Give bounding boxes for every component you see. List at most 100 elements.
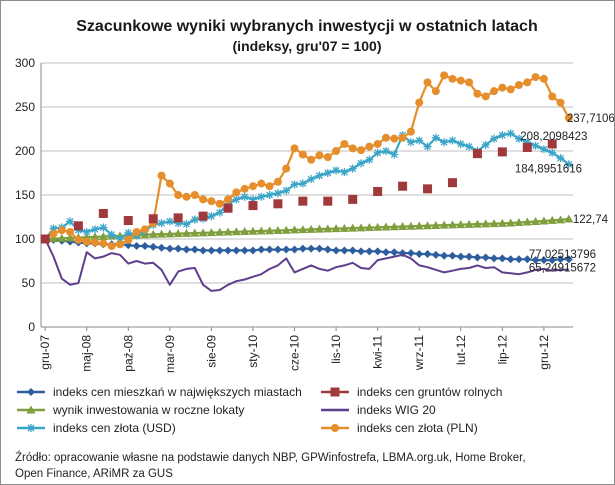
data-point	[49, 224, 58, 233]
data-point	[173, 213, 183, 223]
data-point	[506, 129, 515, 138]
data-point	[273, 177, 282, 186]
data-point	[498, 254, 507, 263]
data-point	[98, 208, 108, 218]
data-point	[406, 127, 415, 136]
data-point	[298, 225, 308, 234]
data-point	[447, 220, 457, 229]
data-point	[298, 179, 307, 188]
y-tick-label: 150	[15, 188, 35, 202]
data-point	[190, 228, 200, 237]
legend-marker	[27, 388, 35, 396]
data-point	[215, 246, 224, 255]
data-point	[265, 226, 275, 235]
legend-label: indeks cen złota (USD)	[53, 421, 176, 435]
legend-marker	[27, 424, 35, 432]
data-point	[174, 219, 183, 228]
data-point	[99, 223, 108, 232]
data-point	[539, 145, 548, 154]
data-point	[48, 234, 58, 243]
data-point	[99, 239, 108, 248]
data-point	[514, 255, 523, 264]
data-point	[490, 87, 499, 96]
data-point	[232, 246, 241, 255]
data-point	[306, 224, 316, 233]
x-tick-label: lis-10	[329, 335, 343, 364]
data-point	[323, 224, 333, 233]
x-tick-label: sty-10	[246, 335, 260, 368]
data-point	[91, 238, 100, 247]
series-indeks-cen-gruntow-rolnych	[40, 139, 557, 244]
data-point	[298, 244, 307, 253]
data-point	[107, 230, 116, 239]
data-point	[440, 71, 449, 80]
data-point	[248, 195, 257, 204]
data-point	[273, 199, 283, 209]
data-point	[514, 217, 524, 226]
data-point	[281, 225, 291, 234]
data-point	[498, 131, 507, 140]
x-tick-label: lip-12	[495, 335, 509, 365]
data-point	[564, 214, 574, 223]
data-point	[315, 151, 324, 160]
end-value-label: 65,24915672	[529, 263, 596, 275]
end-value-label: 208,2098423	[520, 131, 587, 143]
data-point	[323, 196, 333, 206]
data-point	[340, 246, 349, 255]
data-point	[65, 233, 75, 242]
data-point	[514, 134, 523, 143]
data-point	[348, 194, 358, 204]
series-wynik-inwestowania-w-roczne-lokaty	[40, 214, 574, 243]
data-point	[497, 147, 507, 157]
data-point	[323, 245, 332, 254]
data-point	[165, 179, 174, 188]
y-tick-label: 50	[22, 276, 36, 290]
legend-item-indeks-cen-zlota-usd: indeks cen złota (USD)	[17, 421, 176, 435]
data-point	[223, 227, 233, 236]
legend: indeks cen mieszkań w największych miast…	[17, 385, 502, 435]
data-point	[257, 192, 266, 201]
data-point	[206, 228, 216, 237]
data-point	[265, 182, 274, 191]
series-line	[44, 132, 570, 241]
data-point	[307, 244, 316, 253]
data-point	[373, 139, 382, 148]
data-point	[315, 171, 324, 180]
data-point	[49, 229, 58, 238]
data-point	[248, 182, 257, 191]
data-point	[282, 164, 291, 173]
data-point	[240, 246, 249, 255]
data-point	[290, 180, 299, 189]
y-tick-label: 100	[15, 232, 35, 246]
data-point	[373, 148, 382, 157]
data-point	[465, 252, 474, 261]
data-point	[415, 136, 424, 145]
data-point	[439, 220, 449, 229]
data-point	[314, 224, 324, 233]
series-layer	[40, 71, 574, 292]
data-point	[340, 139, 349, 148]
data-point	[448, 136, 457, 145]
data-point	[265, 191, 274, 199]
data-point	[132, 242, 141, 251]
legend-item-wynik-inwestowania-w-roczne-lokaty: wynik inwestowania w roczne lokaty	[17, 403, 244, 417]
data-point	[564, 160, 573, 169]
data-point	[74, 235, 83, 244]
axes: 0 50 100 150 200 250 300 gru-07 maj-08 paź-08 mar-…	[15, 56, 551, 373]
data-point	[348, 144, 357, 153]
data-point	[381, 133, 390, 142]
data-point	[332, 246, 341, 255]
data-point	[548, 256, 557, 265]
data-point	[490, 254, 499, 263]
data-point	[215, 208, 224, 217]
data-point	[431, 87, 440, 96]
data-point	[174, 191, 183, 199]
data-point	[514, 81, 523, 89]
data-point	[140, 225, 149, 234]
source-note-line-2: Open Finance, ARiMR za GUS	[15, 468, 173, 480]
data-point	[165, 229, 175, 238]
data-point	[215, 227, 225, 236]
data-point	[489, 219, 499, 228]
data-point	[498, 83, 507, 92]
data-point	[190, 191, 199, 199]
